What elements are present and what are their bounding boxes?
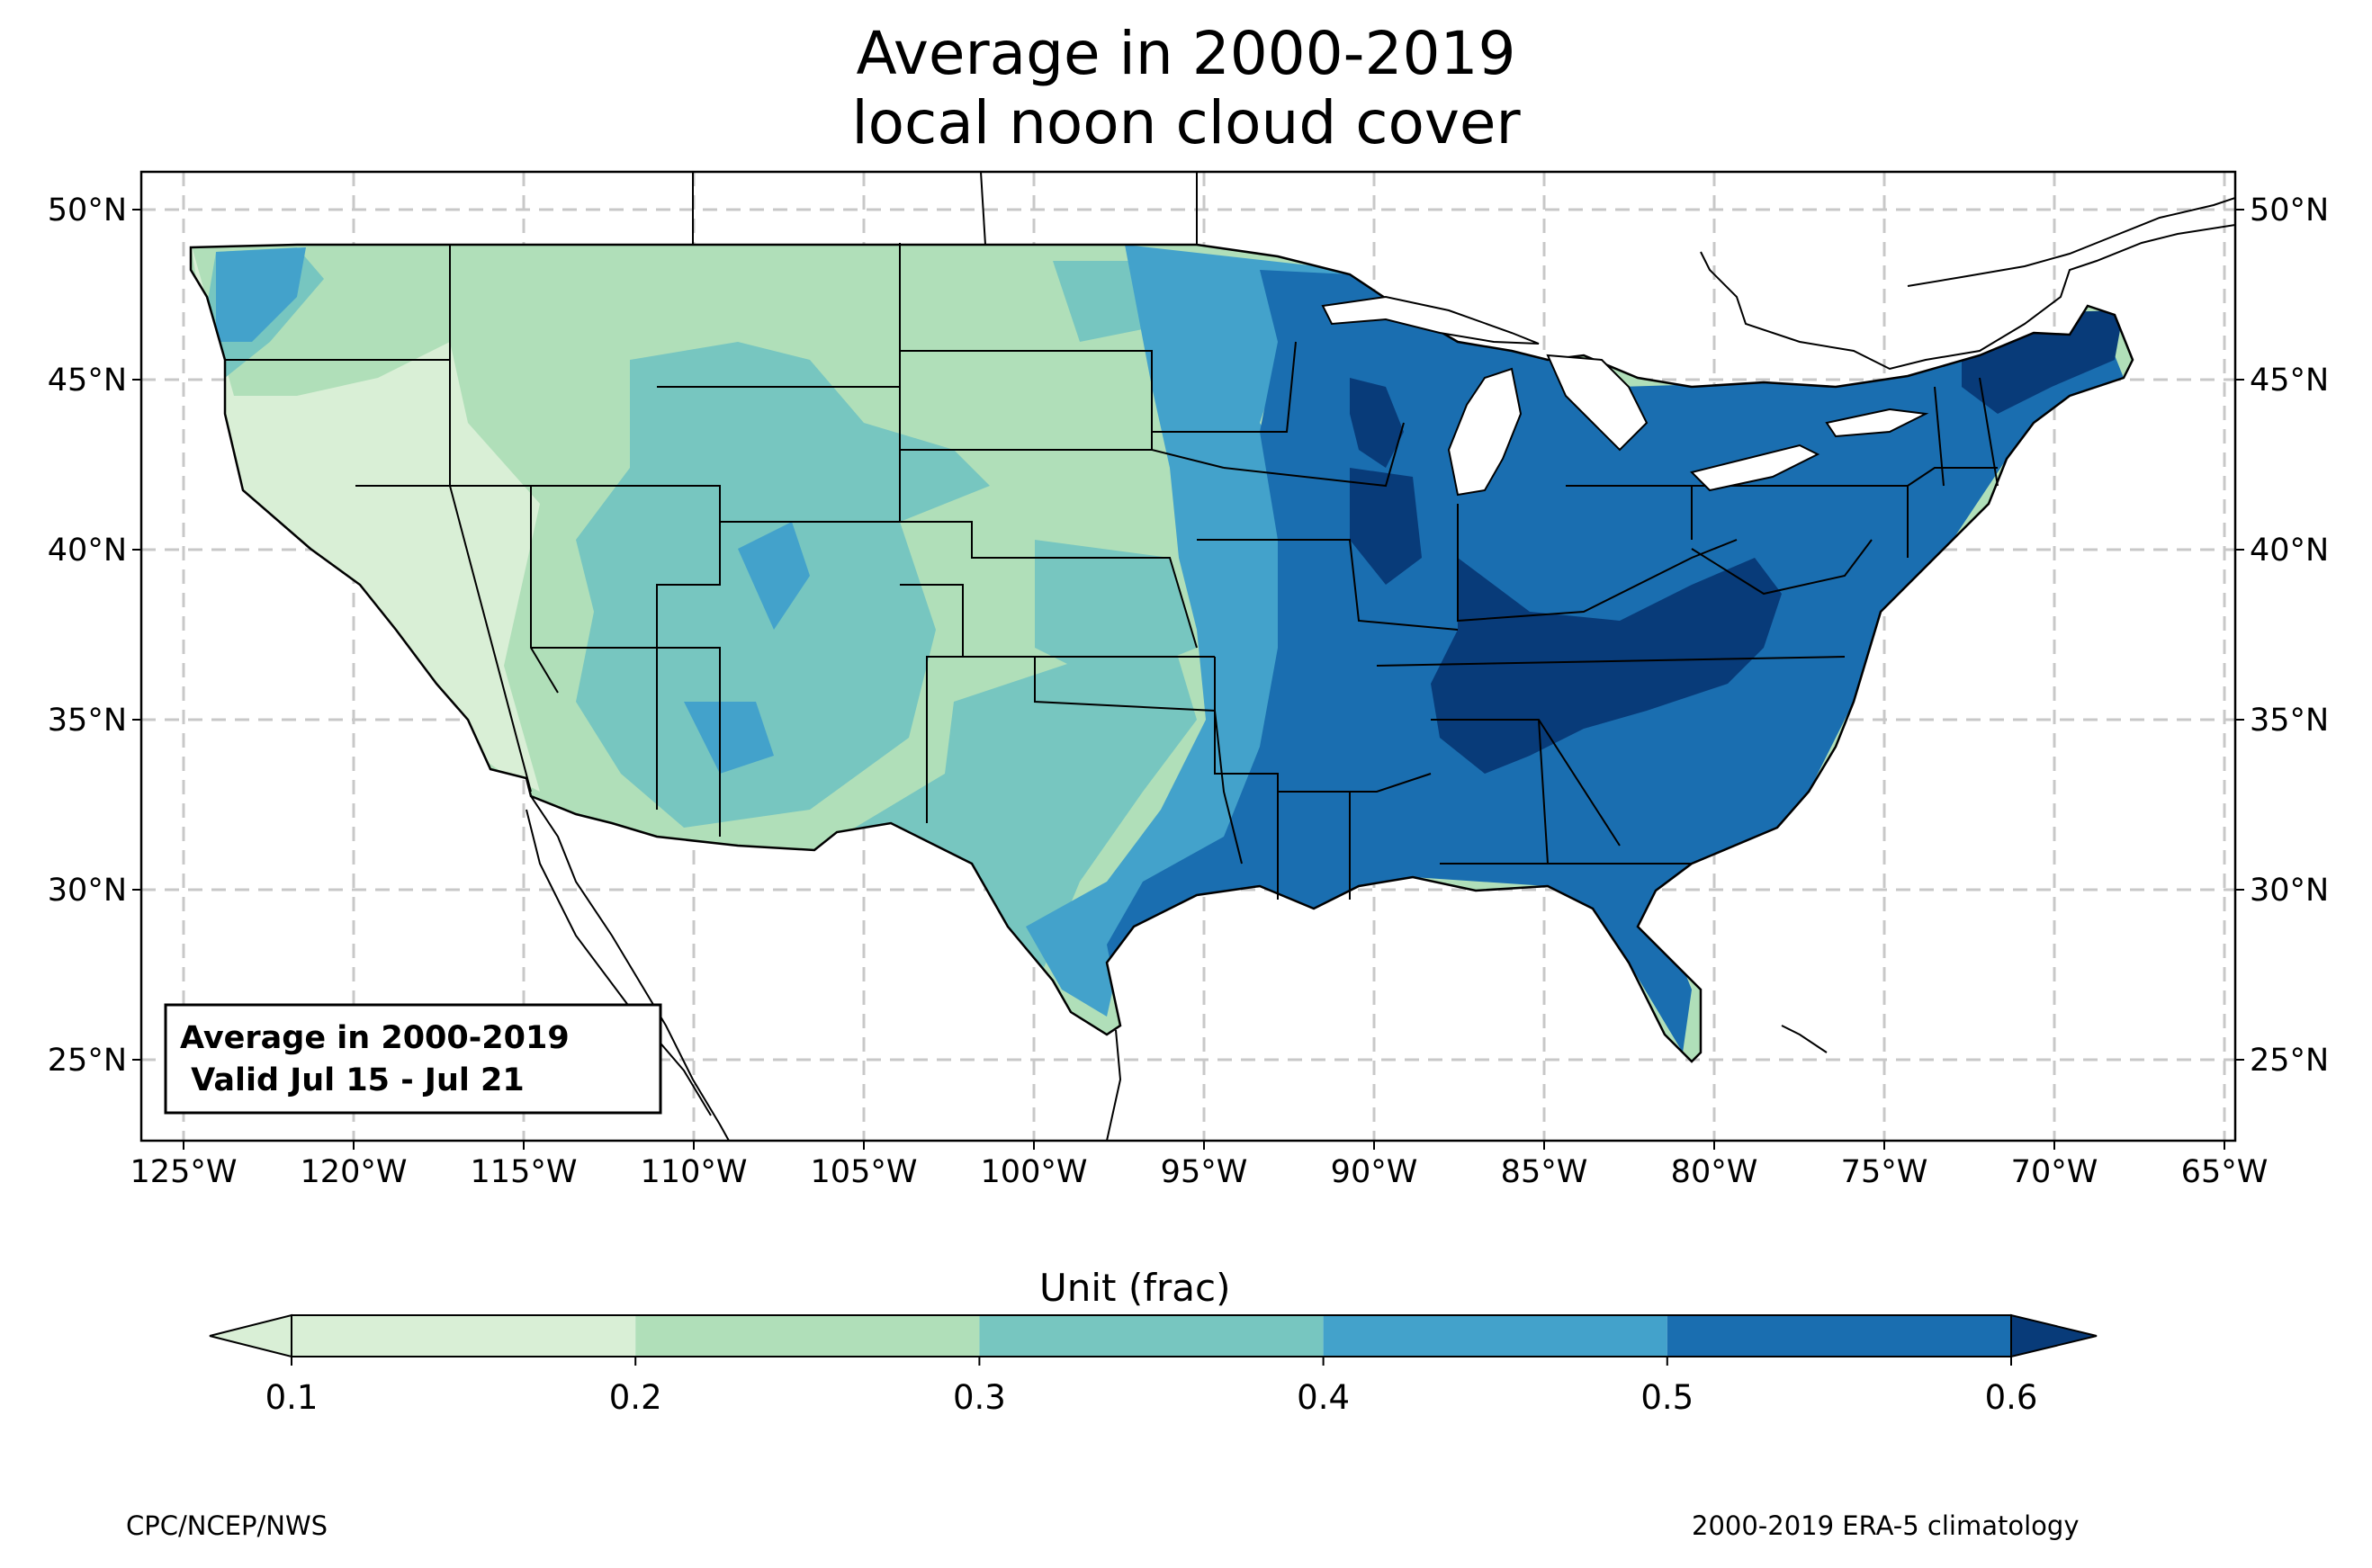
country-borders [526,172,2235,1141]
colorbar-outline [291,1314,2012,1357]
lat-label-left: 50°N [48,193,127,228]
lon-label: 125°W [130,1154,238,1190]
lon-label: 65°W [2181,1154,2269,1190]
footer-left: CPC/NCEP/NWS [126,1510,328,1541]
lat-label-left: 40°N [48,533,127,569]
lon-label: 110°W [641,1154,748,1190]
lat-label-left: 45°N [48,363,127,399]
colorbar-segment [292,1315,636,1357]
us-outline [189,243,2134,1063]
lon-label: 100°W [981,1154,1088,1190]
info-box-line2: Valid Jul 15 - Jul 21 [180,1062,525,1098]
lat-label-right: 50°N [2250,193,2329,228]
lat-label-right: 45°N [2250,363,2329,399]
state-borders [225,243,1999,900]
lat-label-left: 30°N [48,873,127,909]
colorbar-tick-label: 0.6 [1985,1378,2038,1417]
lon-label: 70°W [2011,1154,2098,1190]
lon-label: 95°W [1161,1154,1248,1190]
colorbar-tick-label: 0.4 [1297,1378,1350,1417]
lat-label-right: 40°N [2250,533,2329,569]
cloud-band [216,245,1350,1017]
colorbar-tick-label: 0.5 [1640,1378,1694,1417]
colorbar-extend-max [2010,1313,2098,1358]
lon-label: 85°W [1501,1154,1588,1190]
info-box-line1: Average in 2000-2019 [180,1020,570,1056]
colorbar: 0.1 0.2 0.3 0.4 0.5 0.6 [209,1313,2098,1417]
colorbar-tick-label: 0.2 [609,1378,662,1417]
lon-label: 80°W [1671,1154,1758,1190]
colorbar-tick-label: 0.3 [953,1378,1006,1417]
colorbar-extend-min [209,1313,292,1358]
colorbar-title: Unit (frac) [1039,1266,1231,1310]
lat-label-right: 25°N [2250,1043,2329,1079]
cloud-band [1350,310,2124,774]
chart-title-line2: local noon cloud cover [851,88,1521,157]
great-lakes [1321,295,1929,497]
lon-label: 75°W [1841,1154,1928,1190]
axis-ticks: 50°N 50°N 45°N 45°N 40°N 40°N 35°N 35°N 30°N 30°N… [48,193,2329,1190]
colorbar-segment [635,1315,980,1357]
lat-label-left: 25°N [48,1043,127,1079]
lon-label: 115°W [471,1154,578,1190]
info-box [164,1003,662,1115]
lat-label-left: 35°N [48,703,127,739]
colorbar-tick-label: 0.1 [265,1378,319,1417]
cloud-band [191,245,540,792]
map-frame [139,170,2237,1142]
lon-label: 90°W [1331,1154,1418,1190]
colorbar-segment [979,1315,1324,1357]
colorbar-segment [1667,1315,2011,1357]
lon-label: 105°W [811,1154,918,1190]
colorbar-segment [1323,1315,1667,1357]
cloud-band [576,342,1197,990]
footer-right: 2000-2019 ERA-5 climatology [1692,1510,2080,1541]
lat-label-right: 35°N [2250,703,2329,739]
lat-label-right: 30°N [2250,873,2329,909]
lon-label: 120°W [301,1154,408,1190]
chart-title-line1: Average in 2000-2019 [856,19,1516,88]
